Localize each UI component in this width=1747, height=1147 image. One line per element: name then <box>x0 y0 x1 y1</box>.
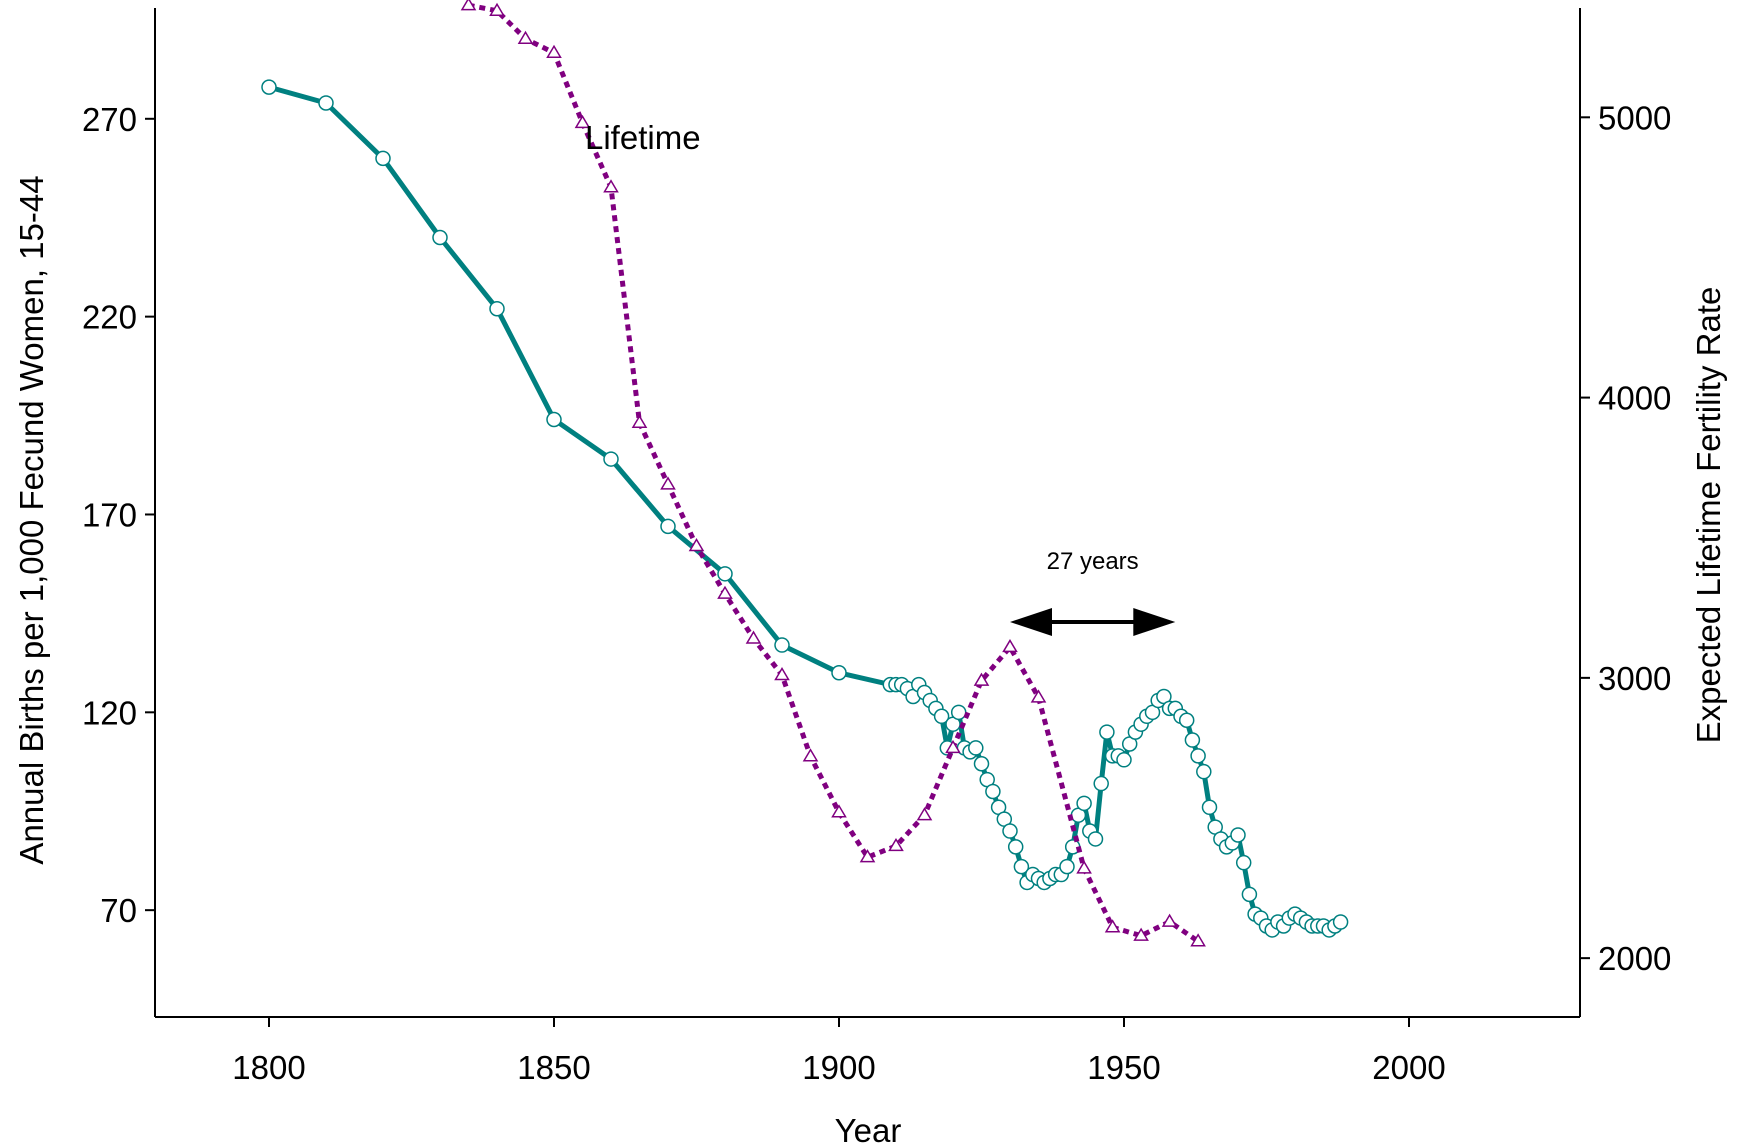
lifetime-point <box>1133 927 1149 941</box>
left-y-tick-label: 170 <box>82 496 137 533</box>
x-tick-label: 2000 <box>1372 1049 1445 1086</box>
x-tick-label: 1850 <box>517 1049 590 1086</box>
lifetime-point <box>859 849 876 863</box>
lifetime-point <box>745 630 762 644</box>
annual-births-point <box>1235 854 1252 871</box>
span-label: 27 years <box>1047 548 1139 575</box>
left-y-tick-label: 120 <box>82 694 137 731</box>
lifetime-point <box>660 476 676 490</box>
series-layer <box>261 0 1349 947</box>
span-arrow-head-right <box>1133 608 1176 636</box>
annual-births-point <box>1099 724 1115 740</box>
lifetime-point <box>631 414 648 428</box>
right-y-axis-ticks: 2000 3000 4000 5000 <box>1580 99 1671 977</box>
annual-births-point <box>432 229 448 246</box>
annual-births-point <box>933 708 950 725</box>
lifetime-point <box>1002 638 1018 653</box>
annual-births-point <box>1196 763 1212 780</box>
lifetime-point <box>916 807 933 821</box>
annual-births-point <box>1241 886 1258 903</box>
annual-births-point <box>660 518 676 535</box>
annual-births-point <box>774 637 790 653</box>
lifetime-point <box>945 739 961 754</box>
lifetime-point <box>973 672 990 686</box>
annual-births-point <box>1230 827 1246 843</box>
annual-births-point <box>1190 748 1206 764</box>
annual-births-point <box>546 411 562 428</box>
lifetime-point <box>688 538 705 552</box>
annual-births-point <box>1201 799 1218 816</box>
annual-births-point <box>985 783 1001 800</box>
lifetime-point <box>574 114 591 129</box>
annual-births-point <box>1002 823 1018 839</box>
annual-births-point <box>968 740 984 756</box>
lifetime-point <box>1030 689 1047 703</box>
lifetime-point <box>489 2 505 16</box>
x-axis-title: Year <box>835 1112 902 1147</box>
annual-births-point <box>1076 795 1092 812</box>
lifetime-point <box>517 30 534 44</box>
lifetime-series <box>460 0 1206 947</box>
annual-births-point <box>1332 914 1349 930</box>
right-y-tick-label: 4000 <box>1598 380 1671 417</box>
annotations: Lifetime 27 years <box>585 119 1176 636</box>
lifetime-point <box>1076 860 1092 874</box>
annual-births-point <box>489 300 505 317</box>
double-arrow-icon <box>1010 608 1176 636</box>
lifetime-point <box>1161 913 1178 927</box>
lifetime-series-line <box>468 2 1200 944</box>
annual-births-point <box>261 79 277 95</box>
right-y-tick-label: 3000 <box>1598 660 1671 697</box>
annual-births-point <box>603 451 619 467</box>
annual-births-point <box>1178 712 1195 728</box>
lifetime-point <box>802 748 819 762</box>
lifetime-point <box>1190 933 1206 947</box>
lifetime-point <box>1104 919 1121 933</box>
annual-births-point <box>1116 752 1132 768</box>
right-y-tick-label: 2000 <box>1598 940 1671 977</box>
right-y-axis-title: Expected Lifetime Fertility Rate <box>1690 287 1727 744</box>
lifetime-point <box>888 837 904 852</box>
annual-births-point <box>318 95 334 111</box>
annual-births-point <box>1013 858 1030 875</box>
annual-births-point <box>1059 858 1075 875</box>
lifetime-point <box>460 0 477 11</box>
annual-births-point <box>1007 839 1024 855</box>
left-y-tick-label: 70 <box>100 892 137 929</box>
right-y-tick-label: 5000 <box>1598 99 1671 136</box>
x-tick-label: 1950 <box>1087 1049 1160 1086</box>
span-arrow-head-left <box>1010 608 1052 636</box>
lifetime-point <box>831 804 847 818</box>
x-tick-label: 1900 <box>802 1049 875 1086</box>
left-y-tick-label: 220 <box>82 299 137 336</box>
left-y-tick-label: 270 <box>82 101 137 138</box>
annual-births-point <box>1087 831 1104 847</box>
annual-births-point <box>1184 732 1201 748</box>
x-tick-label: 1800 <box>232 1049 305 1086</box>
annual-births-point <box>950 704 967 721</box>
plot-frame <box>154 8 1581 1018</box>
annual-births-series <box>261 79 1349 938</box>
lifetime-point <box>774 666 790 681</box>
annual-births-point <box>1093 775 1109 792</box>
annual-births-point <box>717 566 733 582</box>
lifetime-point <box>717 585 733 599</box>
annual-births-series-line <box>268 84 1343 933</box>
annual-births-point <box>831 665 847 681</box>
lifetime-point <box>546 44 562 58</box>
x-axis-ticks: 1800 1850 1900 1950 2000 <box>232 1017 1446 1086</box>
lifetime-point <box>603 179 619 193</box>
annual-births-point <box>973 756 990 772</box>
left-y-axis-ticks: 70 120 170 220 270 <box>82 101 155 929</box>
left-y-axis-title: Annual Births per 1,000 Fecund Women, 15… <box>13 175 50 864</box>
annual-births-point <box>375 150 391 167</box>
lifetime-label: Lifetime <box>585 119 701 156</box>
